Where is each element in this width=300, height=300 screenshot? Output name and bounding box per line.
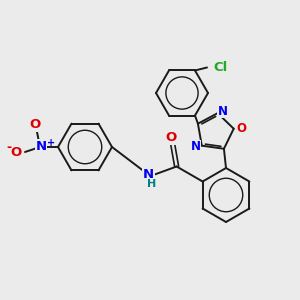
Text: H: H <box>147 179 156 189</box>
Text: O: O <box>11 146 22 158</box>
Text: O: O <box>165 131 176 144</box>
Text: N: N <box>191 140 201 153</box>
Text: Cl: Cl <box>213 61 227 74</box>
Text: N: N <box>218 105 228 118</box>
Text: O: O <box>237 122 247 135</box>
Text: O: O <box>29 118 40 131</box>
Text: N: N <box>143 168 154 181</box>
Text: +: + <box>47 138 55 148</box>
Text: -: - <box>6 142 12 154</box>
Text: N: N <box>35 140 46 152</box>
